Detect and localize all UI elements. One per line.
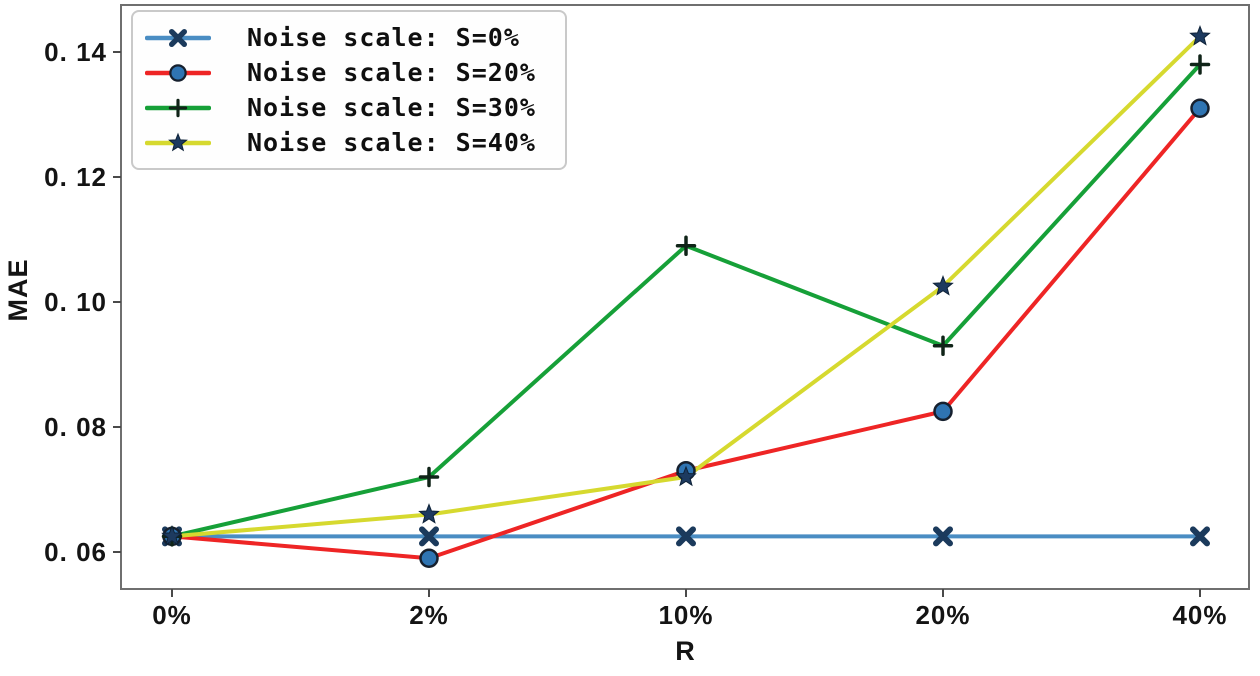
- x-marker: [1190, 526, 1210, 547]
- chart-legend: Noise scale: S=0% Noise scale: S=20% Noise…: [131, 10, 567, 170]
- star-marker: [675, 465, 697, 487]
- x-marker: [933, 526, 953, 547]
- legend-item: Noise scale: S=30%: [145, 90, 551, 125]
- legend-item: Noise scale: S=40%: [145, 125, 551, 160]
- plus-marker: [675, 235, 697, 256]
- legend-item: Noise scale: S=20%: [145, 55, 551, 90]
- star-marker: [168, 132, 188, 151]
- star-marker: [161, 525, 183, 546]
- plus-marker: [932, 335, 954, 356]
- y-tick-label: 0. 08: [44, 412, 107, 442]
- y-tick-label: 0. 14: [44, 37, 107, 67]
- star-marker: [1189, 25, 1211, 46]
- legend-sample-line: [145, 132, 211, 151]
- legend-item-label: Noise scale: S=0%: [247, 23, 520, 52]
- star-marker: [418, 503, 440, 524]
- legend-sample-line: [145, 28, 211, 47]
- y-tick-label: 0. 12: [44, 162, 107, 192]
- y-tick-label: 0. 06: [44, 537, 107, 567]
- plus-marker: [168, 98, 188, 117]
- legend-item: Noise scale: S=0%: [145, 20, 551, 55]
- circle-marker: [419, 548, 439, 568]
- circle-marker: [933, 401, 953, 422]
- x-marker: [169, 28, 187, 47]
- plus-marker: [1189, 54, 1211, 75]
- y-axis-title: MAE: [3, 258, 33, 322]
- plus-marker: [418, 466, 440, 488]
- x-tick-label: 0%: [152, 600, 192, 630]
- x-marker: [676, 526, 696, 547]
- legend-item-label: Noise scale: S=30%: [247, 93, 536, 122]
- star-marker: [932, 275, 954, 296]
- x-tick-label: 2%: [409, 600, 449, 630]
- x-marker: [419, 526, 439, 547]
- series-line: [170, 106, 1202, 561]
- circle-marker: [169, 63, 187, 82]
- legend-item-label: Noise scale: S=20%: [247, 58, 536, 87]
- y-tick-label: 0. 10: [44, 287, 107, 317]
- legend-item-label: Noise scale: S=40%: [247, 128, 536, 157]
- legend-sample-line: [145, 98, 211, 117]
- x-tick-label: 40%: [1172, 600, 1227, 630]
- x-tick-label: 10%: [658, 600, 713, 630]
- x-axis-title: R: [675, 636, 695, 666]
- legend-sample-line: [145, 63, 211, 82]
- circle-marker: [1190, 98, 1210, 118]
- x-tick-label: 20%: [915, 600, 970, 630]
